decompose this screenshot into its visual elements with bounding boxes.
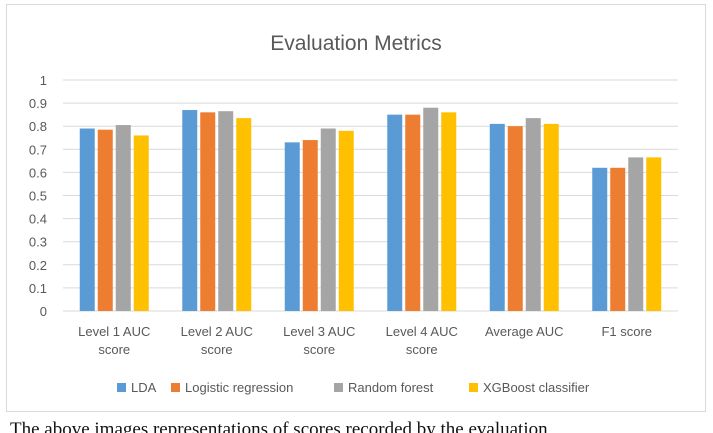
axes: 0 0.1 0.2 0.3 0.4 0.5 0.6 0.7 0.8 0.9 1 Level 1 AUC… [29,73,652,357]
bar [610,167,626,311]
chart-title: Evaluation Metrics [270,32,442,55]
figure-caption: The above images representations of scor… [10,420,710,433]
bar [423,107,439,311]
legend-label: Random forest [348,380,434,395]
y-tick-label: 0.3 [29,235,47,250]
x-category-label: score [201,342,233,357]
x-category-label: Level 1 AUC [78,324,150,339]
y-tick-label: 0.8 [29,119,47,134]
bar [218,111,234,311]
x-category-label: Level 3 AUC [283,324,355,339]
y-tick-label: 0.5 [29,189,47,204]
bar [338,130,354,311]
bar [182,110,198,311]
bar [628,157,644,311]
bar [200,112,216,311]
legend-label: LDA [131,380,157,395]
y-tick-label: 0.9 [29,96,47,111]
bars [79,107,662,312]
bar [302,140,318,311]
x-category-label: Average AUC [485,324,564,339]
legend-swatch [171,383,180,392]
legend-swatch [117,383,126,392]
bar [441,112,457,311]
bar [489,123,505,311]
x-category-label: score [303,342,335,357]
bar [592,167,608,311]
bar [405,114,421,312]
bar [284,142,300,311]
y-tick-label: 0.7 [29,142,47,157]
y-tick-label: 0.1 [29,281,47,296]
x-category-label: F1 score [601,324,652,339]
bar [133,135,149,311]
bar [507,126,523,311]
bar [525,118,541,312]
legend-label: Logistic regression [185,380,293,395]
y-tick-label: 0.2 [29,258,47,273]
bar [320,128,336,311]
bar [543,123,559,311]
bar [236,118,252,312]
bar [646,157,662,311]
bar [115,125,131,311]
x-category-label: Level 4 AUC [386,324,458,339]
legend: LDA Logistic regression Random forest XGBoo… [117,380,590,395]
legend-swatch [469,383,478,392]
bar [79,128,95,311]
legend-label: XGBoost classifier [483,380,590,395]
x-category-label: score [98,342,130,357]
bar [387,114,403,312]
x-category-label: score [406,342,438,357]
y-tick-label: 0.6 [29,165,47,180]
y-tick-label: 0 [40,304,47,319]
x-category-label: Level 2 AUC [181,324,253,339]
evaluation-metrics-chart: Evaluation Metrics 0 0.1 0.2 0.3 0.4 0.5 0.6 0.… [29,32,678,395]
y-tick-label: 1 [40,73,47,88]
caption-text: The above images representations of scor… [10,420,548,433]
gridlines [63,79,678,312]
bar [97,129,113,311]
y-tick-label: 0.4 [29,212,47,227]
legend-swatch [334,383,343,392]
